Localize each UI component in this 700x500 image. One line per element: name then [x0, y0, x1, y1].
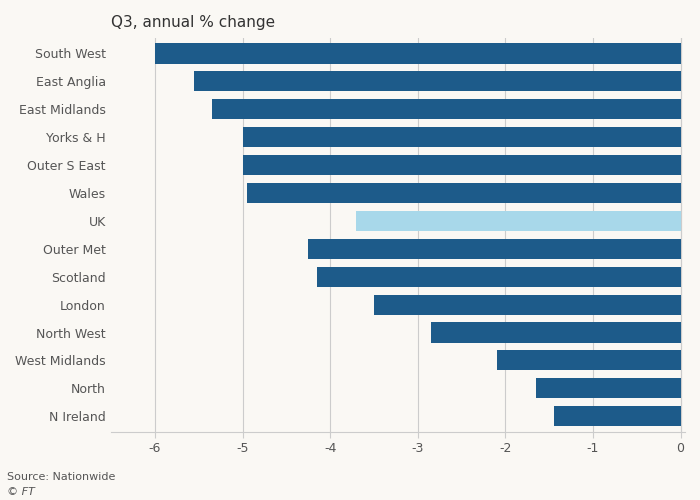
Bar [243, 127, 680, 147]
Bar [243, 155, 680, 175]
Bar [247, 183, 680, 203]
Bar [536, 378, 680, 398]
Bar [356, 211, 680, 231]
Bar [554, 406, 680, 426]
Bar [308, 239, 680, 259]
Bar [374, 294, 680, 314]
Bar [195, 72, 680, 92]
Bar [431, 322, 680, 342]
Text: © FT: © FT [7, 487, 35, 497]
Bar [317, 266, 680, 287]
Bar [496, 350, 680, 370]
Bar [155, 44, 680, 64]
Bar [212, 99, 680, 119]
Text: Q3, annual % change: Q3, annual % change [111, 15, 275, 30]
Text: Source: Nationwide: Source: Nationwide [7, 472, 116, 482]
